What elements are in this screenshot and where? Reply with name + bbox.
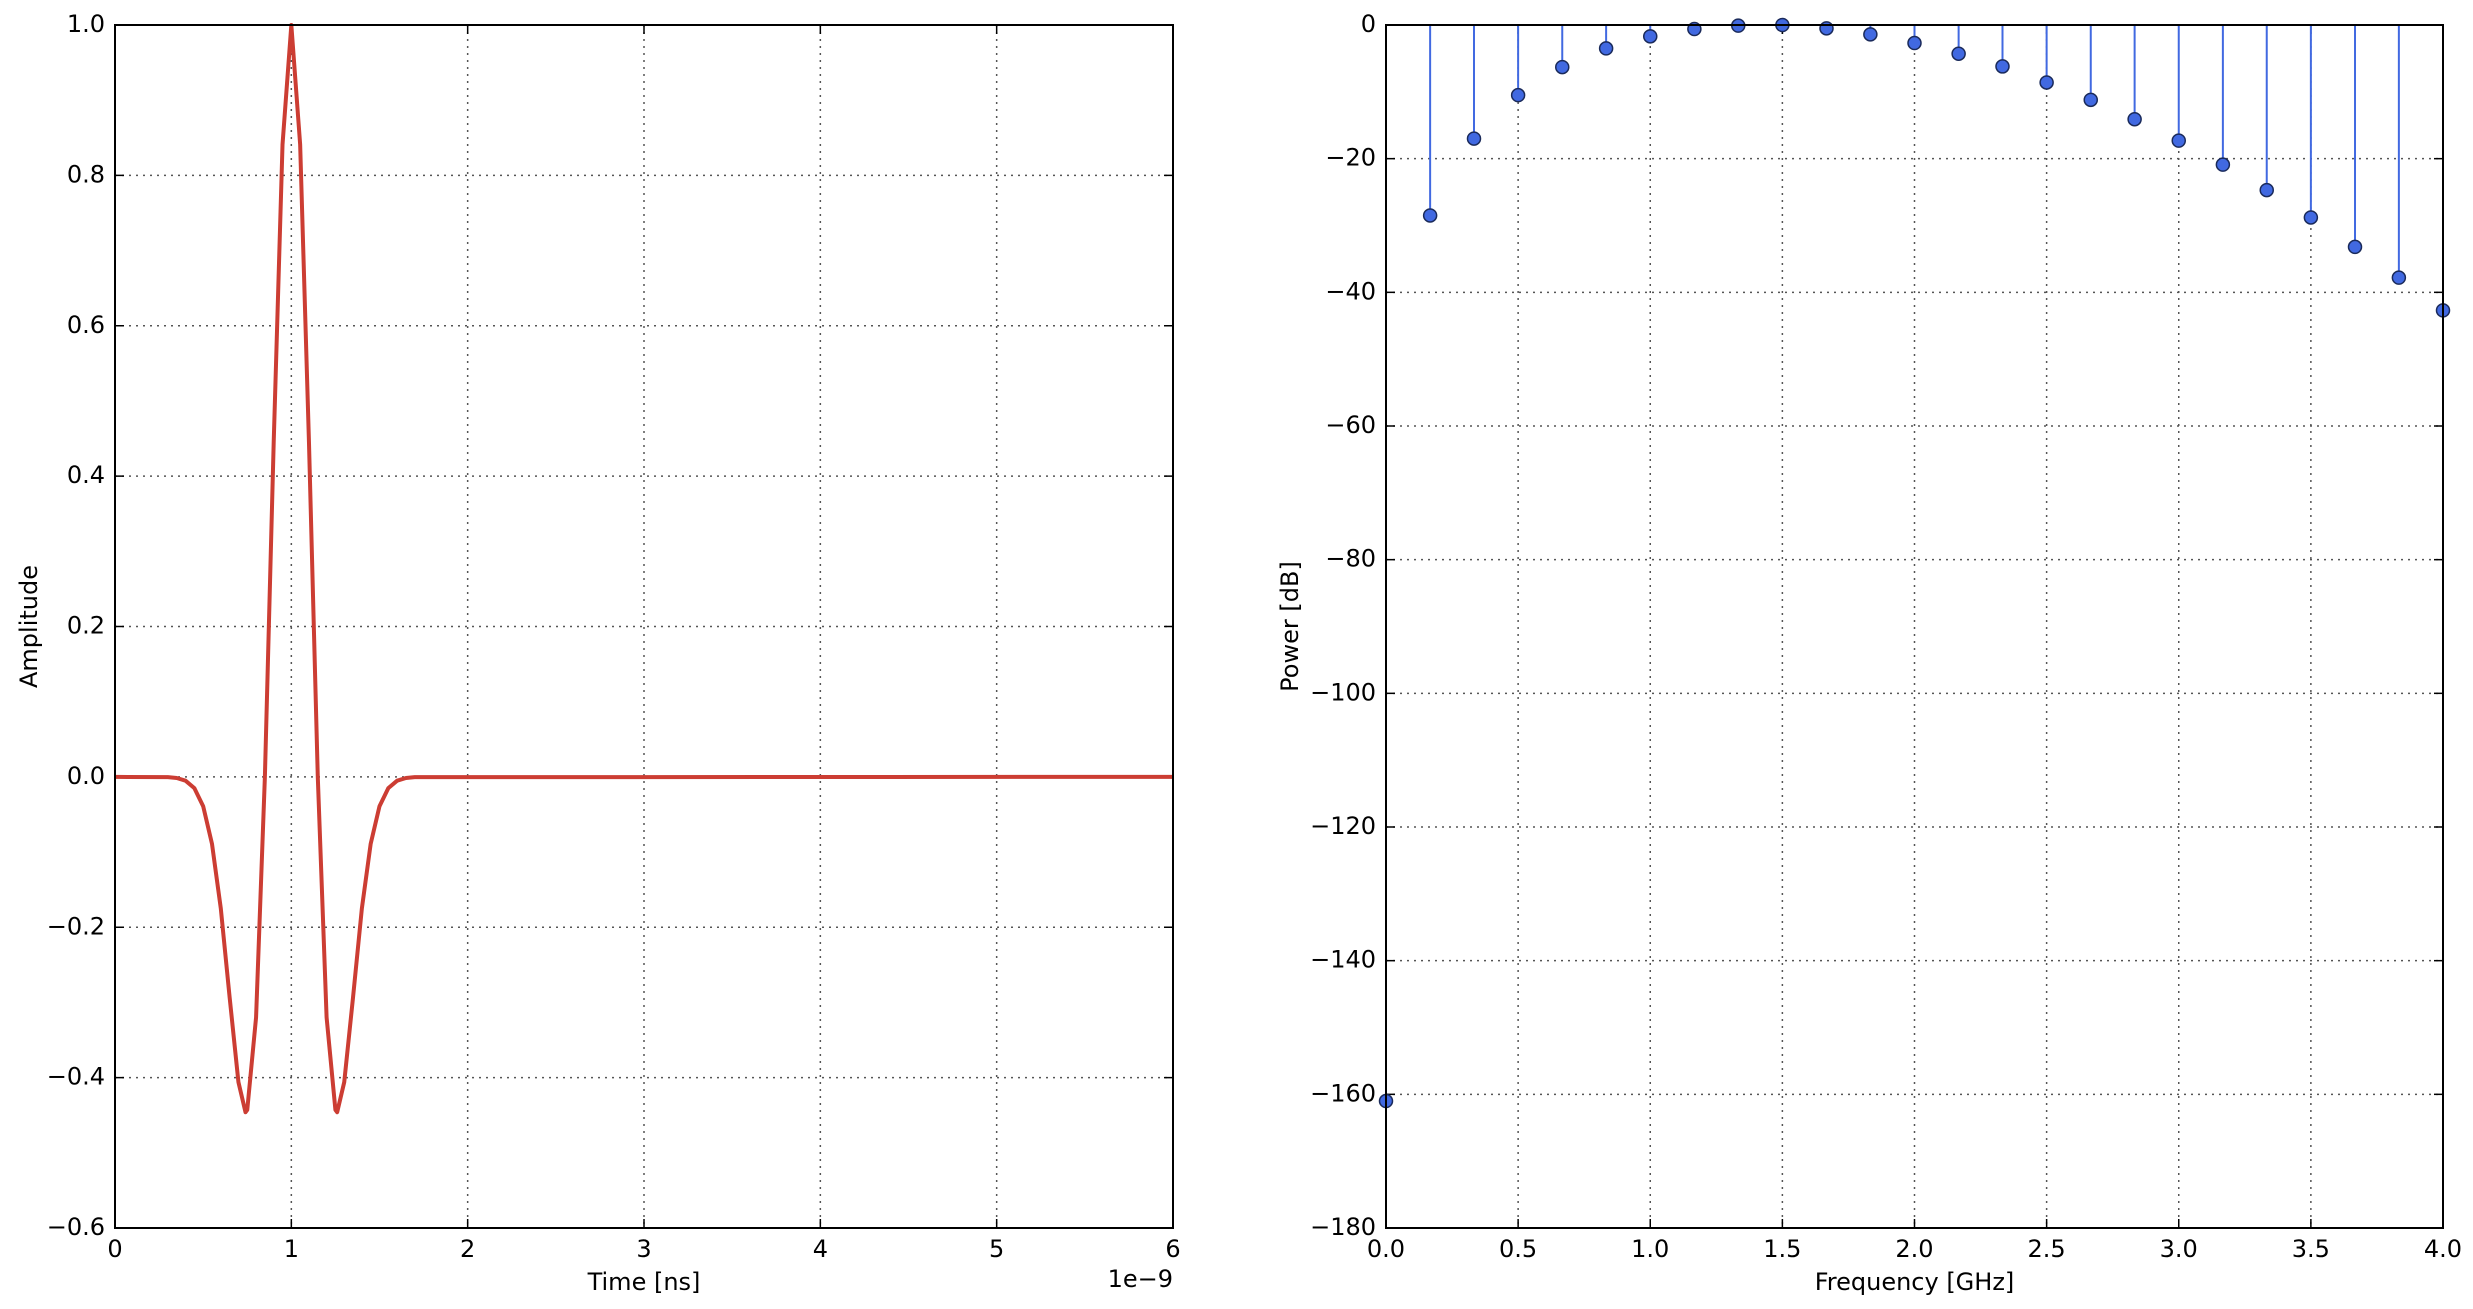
x-tick-label: 6 (1165, 1235, 1180, 1263)
stem-marker (2259, 182, 2274, 198)
y-tick-label: 0.6 (67, 311, 105, 339)
x-tick-label: 0.5 (1499, 1235, 1537, 1263)
stem-marker (2171, 133, 2186, 148)
x-tick-label: 3.0 (2160, 1235, 2198, 1263)
y-tick-label: −60 (1325, 411, 1376, 439)
x-tick-label: 4.0 (2424, 1235, 2462, 1263)
y-tick-label: −120 (1310, 812, 1376, 840)
x-tick-label: 3 (636, 1235, 651, 1263)
x-axis-label: Frequency [GHz] (1815, 1268, 2015, 1296)
stem-marker (2215, 157, 2231, 172)
x-tick-label: 3.5 (2292, 1235, 2330, 1263)
x-tick-label: 0 (107, 1235, 122, 1263)
y-tick-label: −0.2 (47, 912, 105, 940)
axes-frame (1385, 24, 2444, 1229)
y-tick-label: 0 (1361, 10, 1376, 38)
y-tick-label: 0.0 (67, 762, 105, 790)
y-tick-label: −160 (1310, 1079, 1376, 1107)
stem-marker (1863, 27, 1878, 42)
y-tick-label: −20 (1325, 144, 1376, 172)
x-tick-label: 2.0 (1895, 1235, 1933, 1263)
y-tick-label: 0.8 (67, 160, 105, 188)
stem-marker (1555, 59, 1570, 75)
stem-marker (1598, 41, 1614, 56)
x-tick-label: 0.0 (1367, 1235, 1405, 1263)
axis-offset: 1e−9 (1108, 1265, 1173, 1293)
y-tick-label: −80 (1325, 545, 1376, 573)
y-tick-label: 0.2 (67, 612, 105, 640)
y-tick-label: −180 (1310, 1213, 1376, 1241)
x-tick-label: 1 (284, 1235, 299, 1263)
stem-marker (1995, 59, 2010, 74)
stem-marker (2391, 270, 2407, 285)
x-tick-label: 2 (460, 1235, 475, 1263)
y-tick-label: 1.0 (67, 10, 105, 38)
y-tick-label: −40 (1325, 277, 1376, 305)
y-tick-label: −0.6 (47, 1213, 105, 1241)
stem-marker (1951, 46, 1966, 61)
y-axis-label: Power [dB] (1276, 561, 1304, 692)
x-tick-label: 4 (813, 1235, 828, 1263)
y-tick-label: −0.4 (47, 1063, 105, 1091)
stem-marker (2303, 210, 2319, 225)
x-tick-label: 2.5 (2028, 1235, 2066, 1263)
stem-marker (1510, 87, 1526, 103)
stem-marker (1907, 35, 1922, 51)
y-axis-label: Amplitude (15, 565, 43, 688)
stem-marker (1422, 208, 1438, 223)
stem-marker (2039, 75, 2054, 90)
stem-marker (1819, 21, 1834, 36)
y-tick-label: 0.4 (67, 461, 105, 489)
axes-frame (114, 24, 1174, 1229)
stem-marker (2127, 111, 2142, 127)
stem-marker (1466, 131, 1482, 146)
stem-marker (1643, 29, 1658, 44)
stem-marker (2347, 239, 2363, 255)
x-tick-label: 1.0 (1631, 1235, 1669, 1263)
y-tick-label: −100 (1310, 678, 1376, 706)
x-tick-label: 1.5 (1763, 1235, 1801, 1263)
y-tick-label: −140 (1310, 946, 1376, 974)
x-tick-label: 5 (989, 1235, 1004, 1263)
x-axis-label: Time [ns] (587, 1268, 701, 1296)
stem-marker (2083, 92, 2099, 108)
